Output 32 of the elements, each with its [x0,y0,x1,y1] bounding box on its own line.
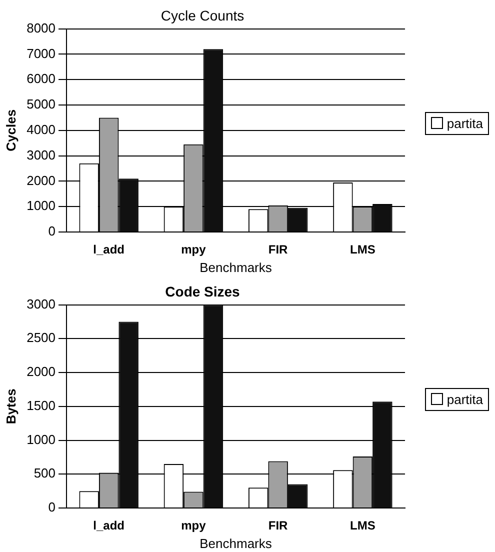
x-axis-title: Benchmarks [200,536,272,551]
x-tick-label: LMS [350,518,376,533]
y-tick-label: 2000 [26,364,56,380]
y-tick-label: 8000 [26,20,56,36]
text: partita [446,116,483,131]
y-tick-label: 5000 [26,96,56,112]
y-tick-label: 2500 [26,330,56,346]
x-tick-label: mpy [181,518,206,533]
y-tick-label: 0 [48,500,56,515]
y-axis-title: Bytes [3,388,18,424]
y-tick-label: 6000 [26,71,56,86]
x-tick-label: mpy [181,242,206,257]
chart-title: Code Sizes [165,283,240,300]
y-tick-label: 1000 [26,432,56,447]
x-tick-label: l_add [93,518,124,533]
y-tick-label: 1000 [26,198,56,214]
y-tick-label: 0 [48,224,56,239]
y-tick-label: 3000 [26,147,56,162]
y-tick-label: 7000 [26,46,56,61]
text: partita [446,392,483,407]
x-tick-label: l_add [93,242,124,257]
x-axis-title: Benchmarks [200,260,272,275]
y-axis-title: Cycles [3,109,18,152]
y-tick-label: 2000 [26,172,56,188]
y-tick-label: 4000 [26,122,56,137]
x-tick-label: LMS [350,242,376,257]
y-tick-label: 500 [34,466,56,481]
x-tick-label: FIR [268,518,288,533]
chart-title: Cycle Counts [160,7,244,24]
y-tick-label: 3000 [26,296,56,312]
x-tick-label: FIR [268,242,288,257]
y-tick-label: 1500 [26,398,56,413]
